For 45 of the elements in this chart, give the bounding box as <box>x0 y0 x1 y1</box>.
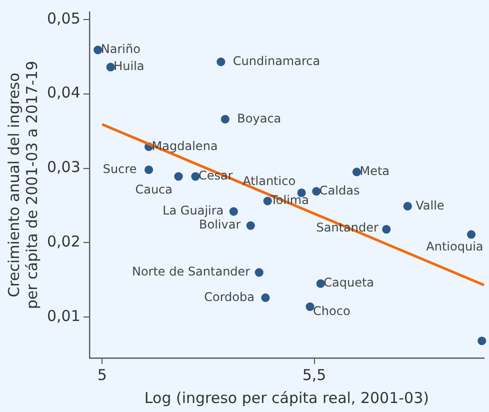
x-tick-label: 5,5 <box>302 366 326 384</box>
y-tick-label: 0,02 <box>46 232 80 251</box>
point <box>306 302 314 311</box>
annotation: Nariño <box>100 42 140 56</box>
point <box>403 202 412 211</box>
annotation: Caldas <box>319 183 360 198</box>
x-axis-title: Log (ingreso per cápita real, 2001-03) <box>144 388 429 407</box>
point <box>191 172 200 181</box>
point <box>174 172 183 181</box>
point <box>220 114 230 124</box>
annotation: Meta <box>360 164 390 178</box>
annotation: Atlantico <box>242 174 296 188</box>
annotation: Bolivar <box>198 218 241 232</box>
annotation: Choco <box>313 304 350 318</box>
point <box>312 187 321 196</box>
point <box>466 230 476 239</box>
annotation: Cundinamarca <box>232 54 320 68</box>
point <box>216 58 226 66</box>
annotation: Cordoba <box>204 290 254 304</box>
point <box>229 207 238 216</box>
annotation: Huila <box>114 59 144 74</box>
annotation: Norte de Santander <box>132 264 250 279</box>
y-tick-label: 0,01 <box>46 306 80 325</box>
y-tick-label: 0,05 <box>46 9 80 28</box>
annotation: Cauca <box>135 182 172 197</box>
point <box>144 165 154 174</box>
point <box>478 336 486 346</box>
point <box>94 46 102 54</box>
annotation: Sucre <box>102 162 137 176</box>
point <box>261 293 270 302</box>
point <box>246 221 255 230</box>
annotation: Antioquia <box>426 240 484 254</box>
point <box>352 168 362 176</box>
annotation: Boyaca <box>237 111 282 126</box>
point <box>382 224 391 234</box>
y-axis-title: Crecimiento anual del ingreso per cápita de 2001-03 a 2017-19 <box>4 60 41 310</box>
point <box>106 62 115 72</box>
annotation: Valle <box>416 198 444 212</box>
x-tick-label: 5 <box>97 366 107 384</box>
annotation: La Guajira <box>162 204 224 218</box>
y-tick-label: 0,03 <box>46 158 80 176</box>
annotation: Magdalena <box>152 138 218 153</box>
annotation: Caqueta <box>324 276 374 290</box>
point <box>254 268 264 277</box>
y-tick-label: 0,04 <box>46 84 80 102</box>
